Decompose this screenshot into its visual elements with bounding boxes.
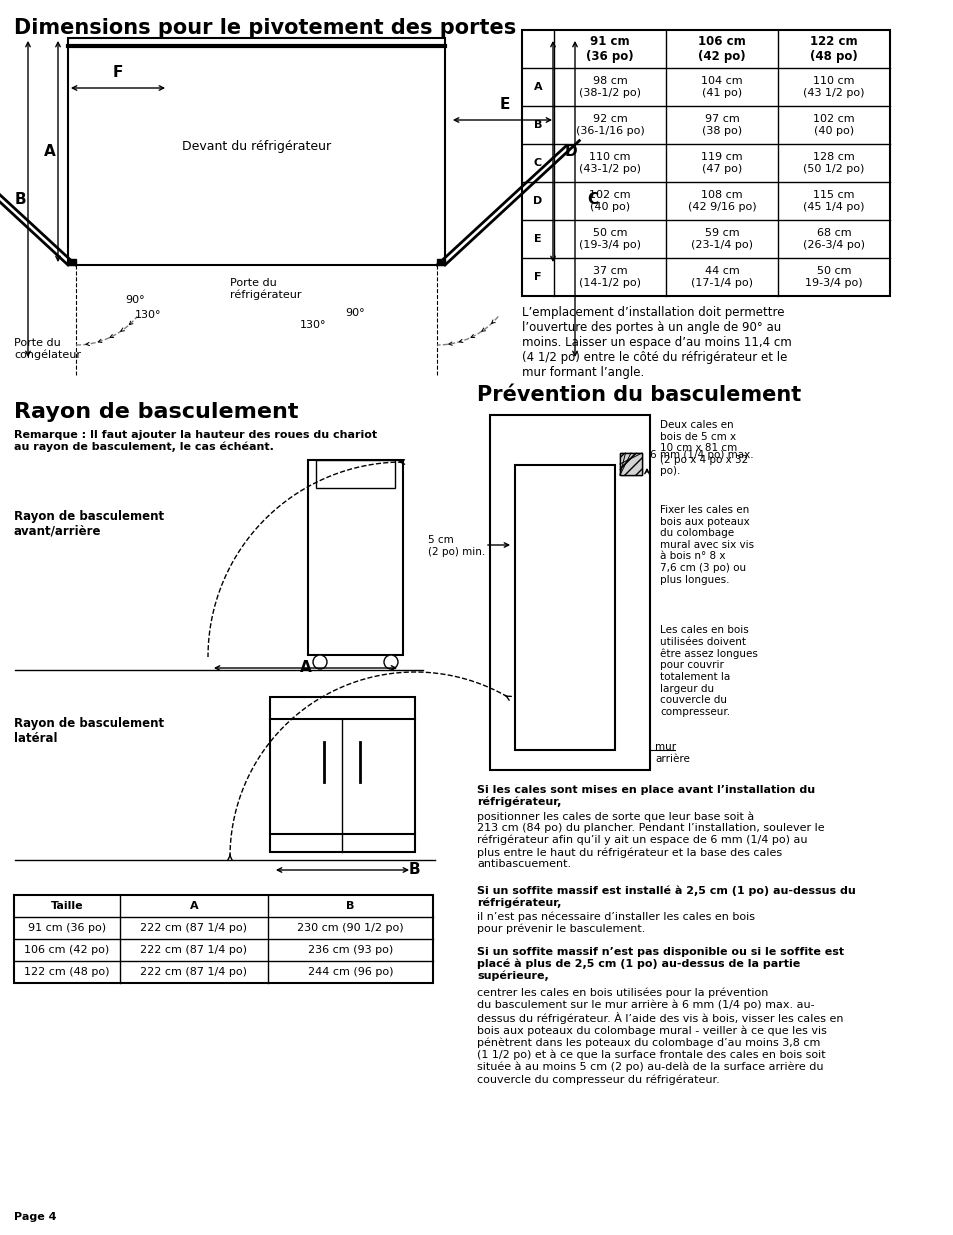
- Text: A: A: [533, 82, 541, 91]
- Text: 97 cm
(38 po): 97 cm (38 po): [701, 114, 741, 136]
- Text: 128 cm
(50 1/2 po): 128 cm (50 1/2 po): [802, 152, 863, 174]
- Bar: [270, 697, 415, 852]
- Text: 222 cm (87 1/4 po): 222 cm (87 1/4 po): [140, 923, 247, 932]
- Bar: [308, 459, 402, 655]
- Text: Prévention du basculement: Prévention du basculement: [476, 385, 801, 405]
- Text: 106 cm (42 po): 106 cm (42 po): [25, 945, 110, 955]
- Text: 122 cm (48 po): 122 cm (48 po): [24, 967, 110, 977]
- Text: 230 cm (90 1/2 po): 230 cm (90 1/2 po): [297, 923, 403, 932]
- Text: D: D: [533, 196, 542, 206]
- Text: 98 cm
(38-1/2 po): 98 cm (38-1/2 po): [578, 77, 640, 98]
- Text: 90°: 90°: [125, 295, 145, 305]
- Text: il n’est pas nécessaire d’installer les cales en bois
pour prévenir le basculeme: il n’est pas nécessaire d’installer les …: [476, 911, 754, 934]
- Text: positionner les cales de sorte que leur base soit à
213 cm (84 po) du plancher. : positionner les cales de sorte que leur …: [476, 811, 823, 869]
- Text: 50 cm
19-3/4 po): 50 cm 19-3/4 po): [804, 267, 862, 288]
- Text: Remarque : Il faut ajouter la hauteur des roues du chariot
au rayon de basculeme: Remarque : Il faut ajouter la hauteur de…: [14, 430, 376, 452]
- Text: 119 cm
(47 po): 119 cm (47 po): [700, 152, 742, 174]
- Text: B: B: [346, 902, 355, 911]
- Text: B: B: [14, 191, 26, 206]
- Bar: [515, 466, 615, 750]
- Text: 236 cm (93 po): 236 cm (93 po): [308, 945, 393, 955]
- Text: A: A: [44, 143, 56, 158]
- Text: 37 cm
(14-1/2 po): 37 cm (14-1/2 po): [578, 267, 640, 288]
- Text: centrer les cales en bois utilisées pour la prévention
du basculement sur le mur: centrer les cales en bois utilisées pour…: [476, 987, 842, 1084]
- Text: C: C: [586, 191, 598, 206]
- Text: E: E: [534, 233, 541, 245]
- Text: C: C: [534, 158, 541, 168]
- Text: 92 cm
(36-1/16 po): 92 cm (36-1/16 po): [575, 114, 643, 136]
- Bar: [14, 895, 433, 983]
- Text: Deux cales en
bois de 5 cm x
10 cm x 81 cm
(2 po x 4 po x 32
po).: Deux cales en bois de 5 cm x 10 cm x 81 …: [659, 420, 747, 477]
- Bar: [490, 415, 649, 769]
- Text: B: B: [408, 862, 420, 878]
- Text: F: F: [112, 65, 123, 80]
- Text: Si les cales sont mises en place avant l’installation du
réfrigérateur,: Si les cales sont mises en place avant l…: [476, 785, 814, 808]
- Text: 222 cm (87 1/4 po): 222 cm (87 1/4 po): [140, 945, 247, 955]
- Text: 106 cm
(42 po): 106 cm (42 po): [698, 35, 745, 63]
- Text: 110 cm
(43-1/2 po): 110 cm (43-1/2 po): [578, 152, 640, 174]
- Text: L’emplacement d’installation doit permettre
l’ouverture des portes à un angle de: L’emplacement d’installation doit permet…: [521, 306, 791, 379]
- Bar: [619, 453, 641, 475]
- Text: F: F: [534, 272, 541, 282]
- Text: A: A: [299, 661, 311, 676]
- Text: Rayon de basculement: Rayon de basculement: [14, 403, 298, 422]
- Text: 122 cm
(48 po): 122 cm (48 po): [809, 35, 857, 63]
- Text: 44 cm
(17-1/4 po): 44 cm (17-1/4 po): [690, 267, 752, 288]
- Text: D: D: [564, 143, 577, 158]
- Text: 130°: 130°: [299, 320, 326, 330]
- Bar: [619, 453, 641, 475]
- Text: 5 cm
(2 po) min.: 5 cm (2 po) min.: [428, 535, 485, 557]
- Text: Porte du
congélateur: Porte du congélateur: [14, 338, 81, 361]
- Text: Dimensions pour le pivotement des portes: Dimensions pour le pivotement des portes: [14, 19, 516, 38]
- Text: Page 4: Page 4: [14, 1212, 56, 1221]
- Text: 115 cm
(45 1/4 po): 115 cm (45 1/4 po): [802, 190, 863, 211]
- Text: 68 cm
(26-3/4 po): 68 cm (26-3/4 po): [802, 228, 864, 249]
- Text: E: E: [499, 98, 510, 112]
- Text: Rayon de basculement
avant/arrière: Rayon de basculement avant/arrière: [14, 510, 164, 538]
- Text: 102 cm
(40 po): 102 cm (40 po): [589, 190, 630, 211]
- Text: 108 cm
(42 9/16 po): 108 cm (42 9/16 po): [687, 190, 756, 211]
- Text: Les cales en bois
utilisées doivent
être assez longues
pour couvrir
totalement l: Les cales en bois utilisées doivent être…: [659, 625, 757, 716]
- Text: 110 cm
(43 1/2 po): 110 cm (43 1/2 po): [802, 77, 863, 98]
- Bar: [521, 30, 889, 296]
- Circle shape: [384, 655, 397, 669]
- Text: A: A: [190, 902, 198, 911]
- Text: mur
arrière: mur arrière: [655, 742, 689, 763]
- Bar: [68, 38, 444, 266]
- Text: Devant du réfrigérateur: Devant du réfrigérateur: [182, 140, 331, 153]
- Bar: [436, 259, 444, 266]
- Text: 59 cm
(23-1/4 po): 59 cm (23-1/4 po): [690, 228, 752, 249]
- Text: Taille: Taille: [51, 902, 83, 911]
- Text: 222 cm (87 1/4 po): 222 cm (87 1/4 po): [140, 967, 247, 977]
- Text: 244 cm (96 po): 244 cm (96 po): [308, 967, 393, 977]
- Text: Si un soffite massif est installé à 2,5 cm (1 po) au-dessus du
réfrigérateur,: Si un soffite massif est installé à 2,5 …: [476, 885, 855, 908]
- Text: 104 cm
(41 po): 104 cm (41 po): [700, 77, 742, 98]
- Text: Porte du
réfrigérateur: Porte du réfrigérateur: [230, 278, 301, 300]
- Text: 50 cm
(19-3/4 po): 50 cm (19-3/4 po): [578, 228, 640, 249]
- Text: 91 cm (36 po): 91 cm (36 po): [28, 923, 106, 932]
- Text: 90°: 90°: [345, 308, 364, 317]
- Text: 102 cm
(40 po): 102 cm (40 po): [812, 114, 854, 136]
- Circle shape: [313, 655, 327, 669]
- Bar: [68, 259, 76, 266]
- Text: Fixer les cales en
bois aux poteaux
du colombage
mural avec six vis
à bois n° 8 : Fixer les cales en bois aux poteaux du c…: [659, 505, 753, 584]
- Text: Si un soffite massif n’est pas disponible ou si le soffite est
placé à plus de 2: Si un soffite massif n’est pas disponibl…: [476, 947, 843, 982]
- Text: 91 cm
(36 po): 91 cm (36 po): [585, 35, 633, 63]
- Bar: [315, 459, 395, 488]
- Text: Rayon de basculement
latéral: Rayon de basculement latéral: [14, 718, 164, 745]
- Text: 6 mm (1/4 po) max.: 6 mm (1/4 po) max.: [649, 450, 753, 459]
- Text: B: B: [534, 120, 541, 130]
- Text: 130°: 130°: [135, 310, 161, 320]
